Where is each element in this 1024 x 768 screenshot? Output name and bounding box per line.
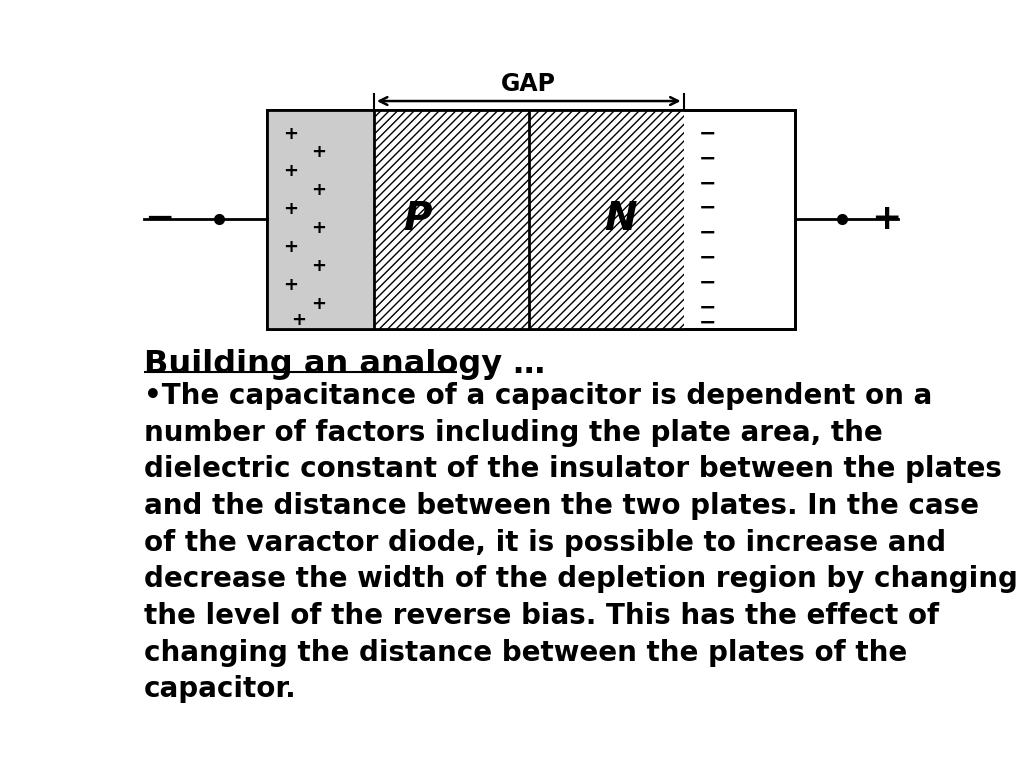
- Text: −: −: [698, 124, 716, 144]
- Bar: [267, 110, 374, 329]
- Text: +: +: [284, 162, 298, 180]
- Text: +: +: [870, 202, 901, 237]
- Text: +: +: [284, 238, 298, 256]
- Text: P: P: [403, 200, 432, 238]
- Bar: [374, 110, 684, 329]
- Text: −: −: [698, 248, 716, 268]
- Text: +: +: [284, 124, 298, 143]
- Text: −: −: [698, 174, 716, 194]
- Text: +: +: [311, 181, 326, 200]
- Text: +: +: [311, 257, 326, 275]
- Text: N: N: [604, 200, 636, 238]
- Text: capacitor.: capacitor.: [143, 675, 297, 703]
- Text: the level of the reverse bias. This has the effect of: the level of the reverse bias. This has …: [143, 602, 939, 630]
- Text: GAP: GAP: [502, 72, 556, 96]
- Text: −: −: [698, 273, 716, 293]
- Text: +: +: [284, 200, 298, 218]
- Bar: [267, 110, 795, 329]
- Text: +: +: [311, 295, 326, 313]
- Text: −: −: [698, 148, 716, 168]
- Text: •The capacitance of a capacitor is dependent on a: •The capacitance of a capacitor is depen…: [143, 382, 932, 410]
- Text: −: −: [698, 313, 716, 333]
- Text: decrease the width of the depletion region by changing: decrease the width of the depletion regi…: [143, 565, 1018, 593]
- Text: and the distance between the two plates. In the case: and the distance between the two plates.…: [143, 492, 979, 520]
- Text: number of factors including the plate area, the: number of factors including the plate ar…: [143, 419, 883, 446]
- Text: Building an analogy …: Building an analogy …: [143, 349, 545, 380]
- Text: −: −: [144, 202, 175, 237]
- Text: of the varactor diode, it is possible to increase and: of the varactor diode, it is possible to…: [143, 528, 946, 557]
- Text: +: +: [311, 219, 326, 237]
- Bar: [267, 110, 795, 329]
- Text: +: +: [291, 311, 306, 329]
- Text: −: −: [698, 198, 716, 218]
- Text: dielectric constant of the insulator between the plates: dielectric constant of the insulator bet…: [143, 455, 1001, 483]
- Text: changing the distance between the plates of the: changing the distance between the plates…: [143, 638, 907, 667]
- Text: −: −: [698, 297, 716, 317]
- Text: +: +: [284, 276, 298, 294]
- Text: −: −: [698, 223, 716, 243]
- Text: +: +: [311, 144, 326, 161]
